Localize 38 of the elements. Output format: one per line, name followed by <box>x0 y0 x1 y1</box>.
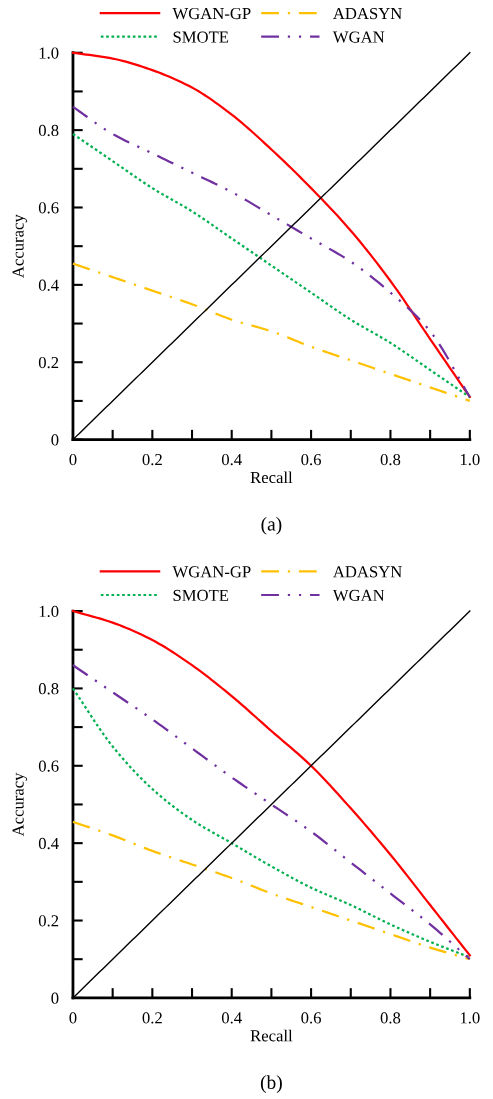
text: (b) <box>260 1075 282 1093</box>
y-axis-title: Accuracy <box>12 772 28 837</box>
legend-label: WGAN-GP <box>172 566 251 578</box>
x-tick-label: 0 <box>69 453 77 466</box>
y-tick-label: 0.2 <box>38 356 59 369</box>
y-tick-label: 1.0 <box>39 47 59 59</box>
legend-label: SMOTE <box>173 31 229 43</box>
x-tick-label: 0.2 <box>142 1012 162 1024</box>
x-tick-label: 0.6 <box>301 453 321 466</box>
legend-label: SMOTE <box>173 589 229 601</box>
x-tick-label: 0 <box>69 1012 77 1024</box>
legend-label: WGAN <box>332 31 385 43</box>
y-tick-label: 1.0 <box>39 605 59 618</box>
legend-label: WGAN <box>332 589 385 602</box>
y-tick-label: 0 <box>51 434 59 446</box>
x-tick-label: 1.0 <box>460 1012 480 1024</box>
legend-label: ADASYN <box>333 7 402 20</box>
x-tick-label: 0.8 <box>380 453 401 466</box>
y-tick-label: 0 <box>51 992 59 1004</box>
x-tick-label: 0.6 <box>301 1012 321 1024</box>
legend-label: ADASYN <box>333 566 402 578</box>
legend-label: WGAN-GP <box>172 7 251 20</box>
y-tick-label: 0.8 <box>38 124 59 137</box>
y-tick-label: 0.8 <box>38 683 59 695</box>
x-axis-title: Recall <box>250 1029 293 1042</box>
x-tick-label: 0.2 <box>142 453 162 466</box>
y-tick-label: 0.2 <box>38 915 59 927</box>
y-tick-label: 0.6 <box>38 760 59 772</box>
y-tick-label: 0.4 <box>38 837 59 850</box>
x-tick-label: 0.4 <box>221 453 242 466</box>
y-tick-label: 0.4 <box>38 279 59 291</box>
x-tick-label: 0.4 <box>221 1012 242 1024</box>
x-tick-label: 1.0 <box>460 453 480 466</box>
text: (a) <box>261 516 282 535</box>
x-axis-title: Recall <box>250 471 293 484</box>
y-tick-label: 0.6 <box>38 202 59 214</box>
x-tick-label: 0.8 <box>380 1012 401 1024</box>
y-axis-title: Accuracy <box>12 214 28 278</box>
